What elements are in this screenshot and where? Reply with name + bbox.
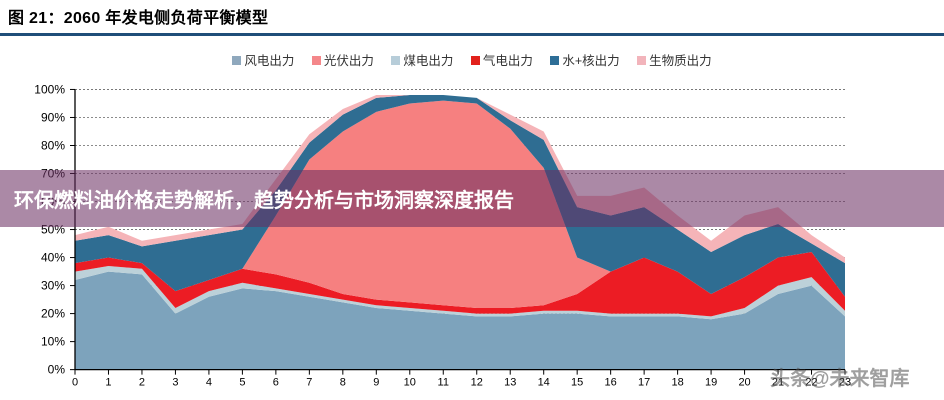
svg-text:20: 20 bbox=[738, 377, 750, 389]
svg-text:10%: 10% bbox=[41, 335, 65, 349]
svg-text:12: 12 bbox=[471, 377, 483, 389]
svg-text:18: 18 bbox=[671, 377, 683, 389]
svg-text:17: 17 bbox=[638, 377, 650, 389]
svg-text:20%: 20% bbox=[41, 307, 65, 321]
svg-text:10: 10 bbox=[404, 377, 416, 389]
svg-text:6: 6 bbox=[273, 377, 279, 389]
svg-text:1: 1 bbox=[105, 377, 111, 389]
svg-text:3: 3 bbox=[172, 377, 178, 389]
svg-text:40%: 40% bbox=[41, 251, 65, 265]
svg-text:0: 0 bbox=[72, 377, 78, 389]
svg-text:30%: 30% bbox=[41, 279, 65, 293]
svg-text:5: 5 bbox=[239, 377, 245, 389]
svg-text:90%: 90% bbox=[41, 110, 65, 124]
svg-text:11: 11 bbox=[438, 377, 449, 389]
svg-text:80%: 80% bbox=[41, 138, 65, 152]
svg-text:4: 4 bbox=[206, 377, 212, 389]
svg-text:0%: 0% bbox=[48, 363, 66, 377]
svg-text:13: 13 bbox=[504, 377, 516, 389]
svg-text:2: 2 bbox=[139, 377, 145, 389]
svg-text:8: 8 bbox=[340, 377, 346, 389]
svg-text:16: 16 bbox=[605, 377, 617, 389]
svg-text:15: 15 bbox=[571, 377, 583, 389]
svg-text:7: 7 bbox=[306, 377, 312, 389]
svg-text:9: 9 bbox=[373, 377, 379, 389]
svg-text:100%: 100% bbox=[34, 82, 65, 96]
svg-text:14: 14 bbox=[538, 377, 550, 389]
svg-text:19: 19 bbox=[705, 377, 717, 389]
